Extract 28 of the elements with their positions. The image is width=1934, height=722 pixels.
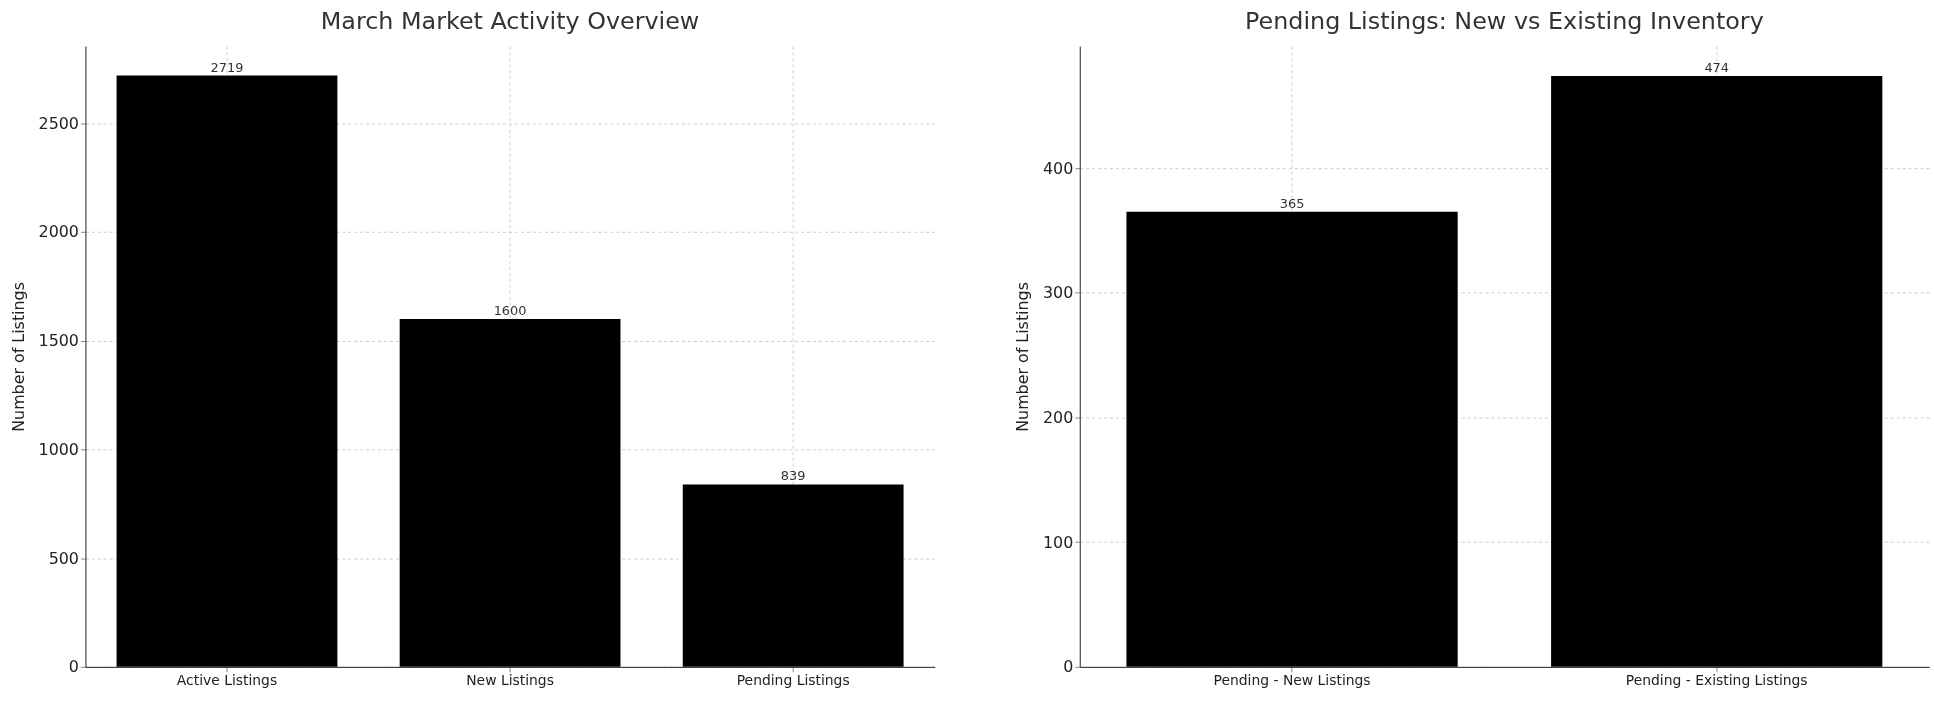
y-tick-label: 1500: [38, 331, 79, 351]
data-label: 365: [1279, 195, 1305, 211]
data-label: 2719: [210, 59, 244, 75]
y-tick-label: 200: [1042, 407, 1074, 427]
chart-title: March Market Activity Overview: [320, 7, 700, 36]
bar: [116, 75, 338, 667]
y-tick-label: 0: [68, 657, 79, 677]
x-tick-label: Active Listings: [176, 672, 278, 689]
x-tick-label: Pending - New Listings: [1213, 672, 1371, 689]
y-axis-title: Number of Listings: [1013, 282, 1033, 432]
y-tick-label: 400: [1042, 158, 1074, 178]
y-axis-title: Number of Listings: [8, 282, 28, 432]
y-tick-label: 0: [1063, 657, 1074, 677]
data-label: 1600: [493, 302, 527, 318]
y-tick-label: 500: [48, 548, 79, 568]
bar: [399, 318, 621, 667]
y-tick-label: 2500: [38, 113, 79, 133]
data-label: 839: [780, 468, 806, 484]
data-label: 474: [1704, 59, 1730, 75]
y-tick-label: 100: [1042, 532, 1074, 552]
y-tick-label: 300: [1042, 283, 1074, 303]
x-tick-label: Pending - Existing Listings: [1625, 672, 1808, 689]
chart-title: Pending Listings: New vs Existing Inventory: [1245, 7, 1764, 36]
y-tick-label: 2000: [38, 222, 79, 242]
x-tick-label: New Listings: [466, 672, 554, 689]
bar: [682, 484, 904, 667]
y-tick-label: 1000: [38, 439, 79, 459]
x-tick-label: Pending Listings: [736, 672, 850, 689]
